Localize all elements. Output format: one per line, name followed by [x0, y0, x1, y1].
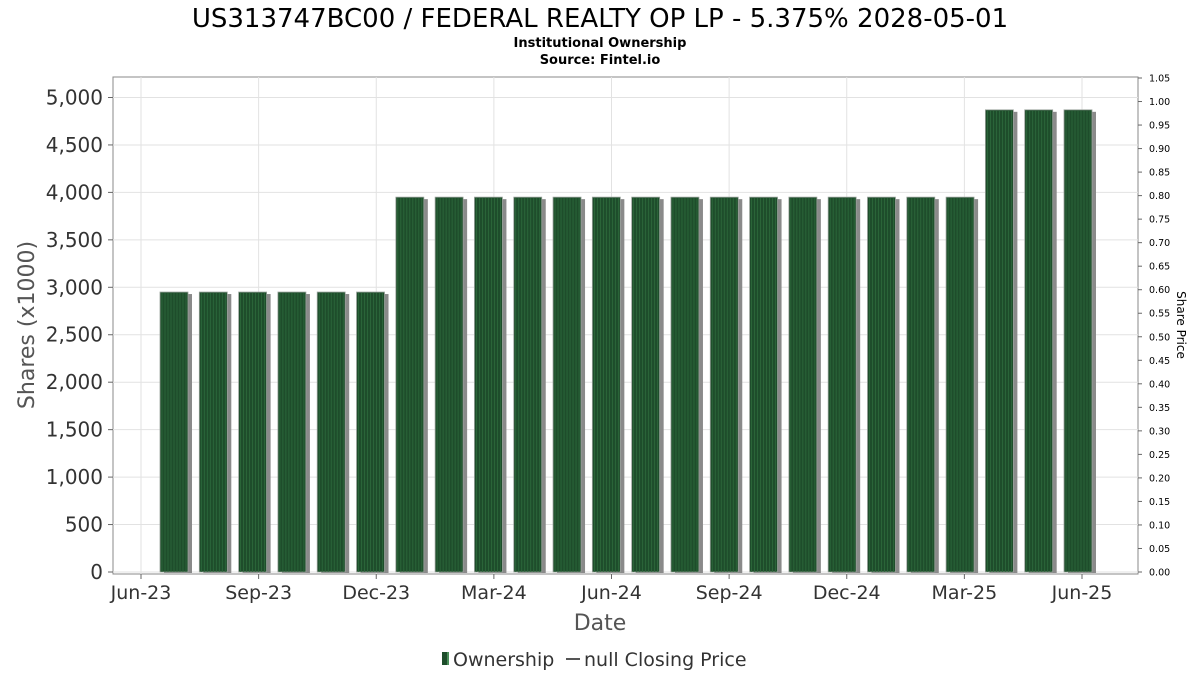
- bar: [867, 196, 900, 573]
- y-right-tick-label: 0.00: [1149, 568, 1170, 579]
- y-right-tick-label: 0.05: [1149, 544, 1170, 555]
- y-tick-label: 2,500: [46, 323, 103, 347]
- y-right-tick-label: 0.10: [1149, 520, 1170, 531]
- bar: [513, 196, 546, 573]
- bar: [277, 291, 310, 573]
- y-right-tick-label: 0.35: [1149, 403, 1170, 414]
- y-axis-label: Shares (x1000): [15, 241, 40, 409]
- bar: [670, 196, 703, 573]
- y-right-tick-label: 0.25: [1149, 450, 1170, 461]
- bar: [749, 196, 782, 573]
- y-right-tick-label: 0.40: [1149, 379, 1170, 390]
- y-right-tick-label: 1.05: [1149, 74, 1170, 85]
- y-tick-label: 3,500: [46, 228, 103, 252]
- bar: [552, 196, 586, 573]
- x-tick-label: Sep-23: [225, 582, 292, 604]
- bar: [827, 196, 861, 573]
- bar: [159, 291, 192, 573]
- legend: Ownership null Closing Price: [442, 649, 747, 671]
- x-tick-label: Jun-25: [1051, 582, 1113, 604]
- bar: [1063, 109, 1096, 573]
- bar: [198, 291, 232, 573]
- y-right-tick-label: 0.55: [1149, 309, 1170, 320]
- x-tick-label: Mar-25: [932, 582, 998, 604]
- x-tick-label: Dec-23: [342, 582, 410, 604]
- y-tick-label: 4,500: [46, 133, 103, 157]
- legend-ownership-label: Ownership: [453, 649, 554, 671]
- y-axis-left-ticks: 0 500 1,000 1,500 2,000 2,500 3,000 3,500 4,000 4…: [46, 85, 113, 584]
- y-right-tick-label: 0.65: [1149, 262, 1170, 273]
- legend-ownership-marker: [442, 652, 447, 665]
- y-right-tick-label: 0.80: [1149, 191, 1170, 202]
- y-right-tick-label: 0.30: [1149, 426, 1170, 437]
- bar: [238, 291, 271, 573]
- x-axis-ticks: Jun-23 Sep-23 Dec-23 Mar-24 Jun-24 Sep-24 Dec-…: [110, 574, 1113, 604]
- y-tick-label: 0: [90, 560, 103, 584]
- bar: [316, 291, 350, 573]
- y-right-tick-label: 0.45: [1149, 356, 1170, 367]
- y-right-tick-label: 0.90: [1149, 144, 1170, 155]
- bar: [434, 196, 468, 573]
- y-right-tick-label: 0.70: [1149, 238, 1170, 249]
- y-right-tick-label: 0.20: [1149, 473, 1170, 484]
- legend-closing-price-label: null Closing Price: [584, 649, 747, 671]
- y-tick-label: 4,000: [46, 180, 103, 204]
- x-tick-label: Dec-24: [813, 582, 881, 604]
- x-axis-label: Date: [574, 611, 627, 636]
- bar: [591, 196, 625, 573]
- y-right-tick-label: 0.50: [1149, 332, 1170, 343]
- y-tick-label: 1,500: [46, 418, 103, 442]
- bar: [356, 291, 389, 573]
- bar: [474, 196, 507, 573]
- bar: [788, 196, 821, 573]
- chart-subtitle: Institutional Ownership: [514, 36, 687, 51]
- y-right-tick-label: 1.00: [1149, 97, 1170, 108]
- x-tick-label: Sep-24: [696, 582, 763, 604]
- x-tick-label: Mar-24: [461, 582, 527, 604]
- y-axis-right-label: Share Price: [1174, 291, 1188, 359]
- chart-source: Source: Fintel.io: [540, 53, 661, 68]
- y-right-tick-label: 0.60: [1149, 285, 1170, 296]
- bar: [906, 196, 939, 573]
- y-tick-label: 5,000: [46, 85, 103, 109]
- y-right-tick-label: 0.15: [1149, 497, 1170, 508]
- y-tick-label: 3,000: [46, 275, 103, 299]
- chart-title: US313747BC00 / FEDERAL REALTY OP LP - 5.…: [192, 4, 1008, 34]
- x-tick-label: Jun-23: [110, 582, 172, 604]
- legend-ownership-marker-highlight: [447, 652, 449, 665]
- bar: [945, 196, 979, 573]
- y-right-tick-label: 0.85: [1149, 168, 1170, 179]
- y-right-tick-label: 0.95: [1149, 121, 1170, 132]
- bar: [395, 196, 428, 573]
- x-tick-label: Jun-24: [580, 582, 642, 604]
- bar: [1024, 109, 1057, 573]
- bar: [709, 196, 743, 573]
- bar: [984, 109, 1018, 573]
- y-tick-label: 2,000: [46, 370, 103, 394]
- bar: [631, 196, 664, 573]
- y-axis-right-ticks: 0.00 0.05 0.10 0.15 0.20 0.25 0.30 0.35 0.40 0.45…: [1138, 74, 1170, 579]
- ownership-bars: [159, 109, 1096, 573]
- y-tick-label: 1,000: [46, 465, 103, 489]
- y-right-tick-label: 0.75: [1149, 215, 1170, 226]
- y-tick-label: 500: [65, 513, 103, 537]
